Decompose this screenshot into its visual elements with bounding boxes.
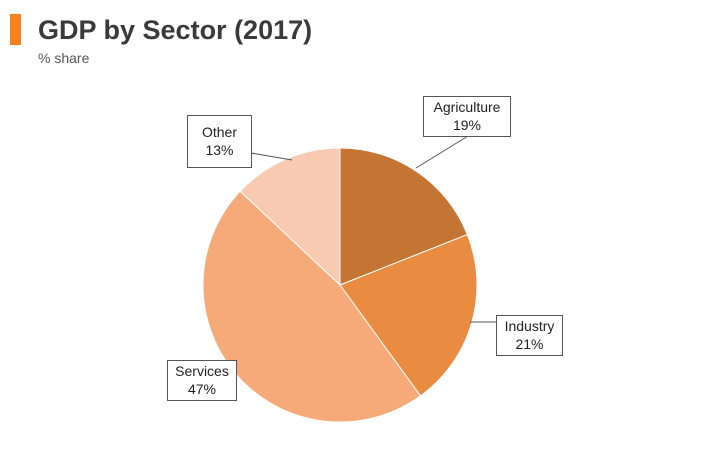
pie-slice-services	[202, 190, 422, 423]
slice-value-label: 21%	[515, 336, 543, 352]
pie-callouts: Agriculture 19% Industry 21% Services 47% Othe…	[167, 96, 563, 401]
chart-title: GDP by Sector (2017)	[38, 15, 313, 45]
callout-services: Services 47%	[167, 360, 237, 401]
pie-slice-agriculture	[339, 147, 469, 286]
chart-subtitle: % share	[38, 50, 90, 66]
pie-slice-industry	[339, 233, 478, 397]
slice-name-label: Agriculture	[434, 99, 501, 115]
callout-other: Other 13%	[187, 115, 293, 168]
callout-box	[187, 115, 252, 168]
pie-slices	[202, 147, 478, 423]
slice-name-label: Other	[202, 124, 237, 140]
callout-agriculture: Agriculture 19%	[415, 96, 511, 169]
callout-industry: Industry 21%	[470, 315, 563, 356]
slice-name-label: Industry	[505, 318, 555, 334]
slice-value-label: 19%	[453, 117, 481, 133]
title-accent-bar	[10, 14, 21, 45]
callout-box	[167, 360, 237, 401]
slice-value-label: 13%	[205, 142, 233, 158]
slice-name-label: Services	[175, 363, 229, 379]
callout-box	[496, 315, 563, 356]
callout-box	[423, 96, 511, 137]
callout-leader-line	[250, 152, 293, 161]
callout-leader-line	[415, 135, 469, 169]
slice-value-label: 47%	[188, 381, 216, 397]
